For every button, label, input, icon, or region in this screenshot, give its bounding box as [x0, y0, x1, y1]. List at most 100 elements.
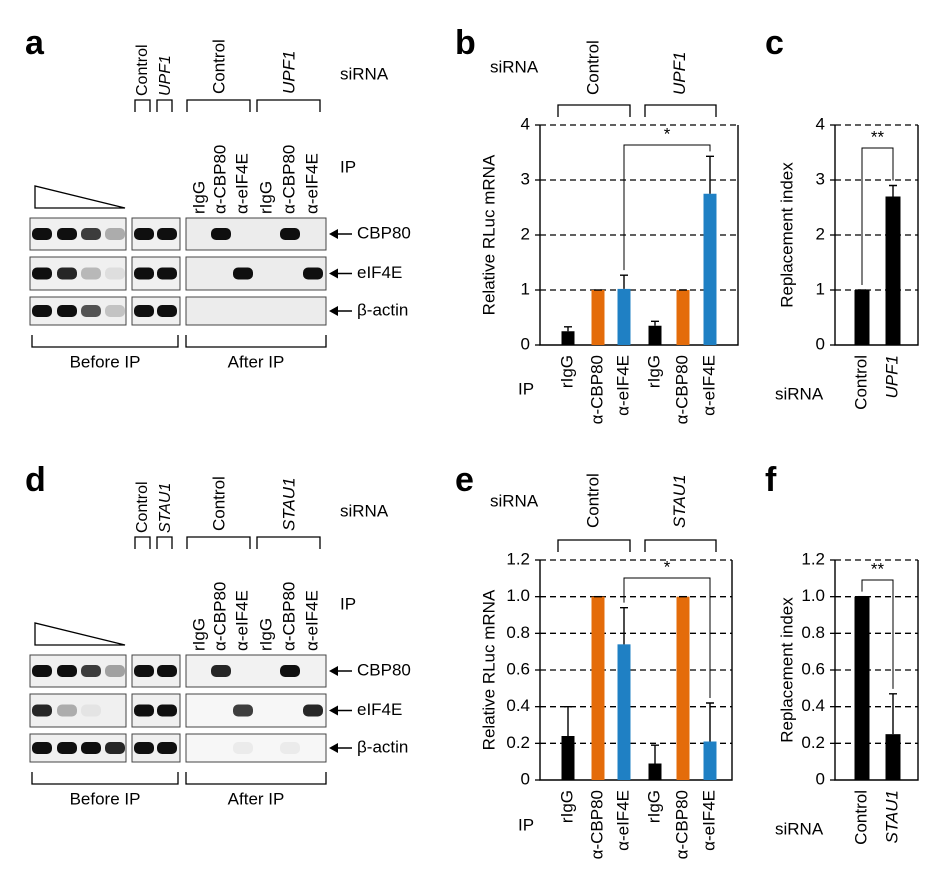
arrow-head	[329, 268, 338, 279]
y-tick-label: 3	[816, 169, 825, 188]
bar	[591, 290, 605, 345]
significance-label: **	[871, 559, 885, 578]
bar	[703, 193, 717, 345]
x-tick-label: rIgG	[557, 790, 576, 823]
band	[57, 228, 77, 240]
error-bar	[889, 693, 897, 735]
bar	[885, 196, 901, 345]
ip-lane-label: rIgG	[256, 181, 275, 214]
bar	[561, 331, 575, 345]
y-axis-label: Relative RLuc mRNA	[479, 589, 498, 750]
band	[32, 665, 52, 677]
ip-lane-label: α-CBP80	[279, 582, 298, 651]
ip-lane-label: α-eIF4E	[232, 590, 251, 651]
blot-box	[185, 693, 327, 728]
band	[105, 665, 125, 677]
band	[57, 665, 77, 677]
band	[57, 267, 77, 280]
group-label: UPF1	[670, 52, 689, 95]
panel-letter: f	[765, 461, 777, 499]
y-tick-label: 0.8	[506, 623, 530, 642]
dilution-triangle	[34, 622, 126, 646]
group-label: STAU1	[670, 474, 689, 528]
bar	[676, 596, 690, 780]
error-bar	[651, 744, 659, 764]
y-tick-label: 1	[521, 279, 530, 298]
band	[233, 704, 253, 717]
band	[81, 228, 101, 240]
plot-frame	[539, 560, 733, 781]
protein-label: β-actin	[357, 737, 408, 756]
y-tick-label: 1.2	[506, 549, 530, 568]
ip-label: IP	[340, 594, 356, 613]
y-tick-label: 0.8	[801, 623, 825, 642]
band	[157, 665, 177, 677]
error-bar	[889, 184, 897, 197]
y-tick-label: 1.2	[801, 549, 825, 568]
band	[211, 228, 231, 240]
band	[303, 267, 323, 280]
x-tick-label: α-eIF4E	[613, 355, 632, 416]
bracket	[185, 772, 327, 785]
protein-label: β-actin	[357, 300, 408, 319]
sirna-lane-label: STAU1	[157, 483, 174, 533]
band	[134, 742, 154, 754]
ip-lane-label: α-CBP80	[210, 582, 229, 651]
blot-box	[185, 256, 327, 291]
band	[280, 665, 300, 677]
y-tick-label: 2	[521, 224, 530, 243]
band	[81, 267, 101, 280]
plot-frame	[834, 560, 919, 781]
bar	[617, 644, 631, 780]
y-tick-label: 4	[816, 114, 825, 133]
y-tick-label: 0.4	[506, 696, 530, 715]
ip-label: IP	[340, 157, 356, 176]
bar	[561, 736, 575, 780]
significance-label: *	[664, 557, 671, 576]
arrow-head	[329, 306, 338, 316]
bracket	[156, 536, 173, 549]
y-tick-label: 0	[816, 334, 825, 353]
panel-letter: e	[455, 461, 474, 499]
band	[32, 742, 52, 754]
section-label: After IP	[228, 352, 285, 371]
y-tick-label: 1.0	[801, 586, 825, 605]
significance-label: *	[664, 124, 671, 143]
dilution-triangle	[34, 185, 126, 209]
ip-lane-label: α-eIF4E	[302, 153, 321, 214]
panel-letter: b	[455, 24, 476, 62]
band	[134, 305, 154, 317]
band	[105, 228, 125, 240]
band	[57, 305, 77, 317]
protein-label: CBP80	[357, 223, 411, 242]
x-tick-label: rIgG	[557, 355, 576, 388]
sirna-label: siRNA	[340, 64, 389, 83]
bar	[648, 325, 662, 345]
group-axis-label: siRNA	[490, 57, 539, 76]
significance-bracket	[861, 147, 894, 285]
band	[157, 267, 177, 280]
significance-label: **	[871, 127, 885, 146]
group-bracket	[644, 104, 717, 117]
significance-bracket	[623, 577, 711, 698]
bracket	[186, 536, 251, 549]
y-tick-label: 0	[521, 769, 530, 788]
band	[134, 704, 154, 717]
x-tick-label: STAU1	[882, 790, 901, 844]
y-tick-label: 0	[521, 334, 530, 353]
bracket	[31, 335, 179, 348]
protein-label: CBP80	[357, 660, 411, 679]
x-axis-label: siRNA	[775, 384, 824, 403]
y-tick-label: 0.2	[801, 733, 825, 752]
band	[105, 267, 125, 280]
x-tick-label: α-eIF4E	[699, 355, 718, 416]
ip-lane-label: α-CBP80	[210, 145, 229, 214]
error-bar	[620, 606, 628, 645]
blot-box	[185, 217, 327, 251]
band	[233, 742, 253, 754]
plot-frame	[834, 125, 919, 346]
x-tick-label: Control	[851, 790, 870, 845]
bar	[854, 290, 870, 345]
plot-frame	[539, 125, 739, 346]
